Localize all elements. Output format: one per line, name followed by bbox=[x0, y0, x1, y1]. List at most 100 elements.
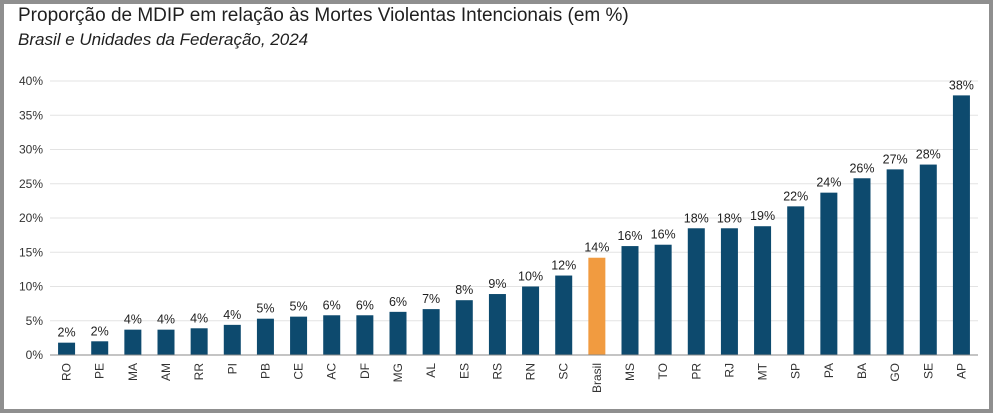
data-label-pr: 18% bbox=[684, 211, 709, 225]
data-label-mg: 6% bbox=[389, 295, 407, 309]
bar-ac bbox=[323, 315, 341, 355]
data-label-rr: 4% bbox=[190, 311, 208, 325]
x-tick-label-pa: PA bbox=[822, 363, 836, 378]
y-tick-label: 35% bbox=[19, 108, 43, 122]
y-tick-label: 40% bbox=[19, 74, 43, 88]
data-label-ce: 5% bbox=[290, 300, 308, 314]
chart-title: Proporção de MDIP em relação às Mortes V… bbox=[18, 5, 629, 26]
bar-ap bbox=[952, 95, 970, 355]
data-label-pe: 2% bbox=[91, 324, 109, 338]
y-tick-label: 10% bbox=[19, 280, 43, 294]
bar-mt bbox=[754, 226, 772, 355]
data-label-rn: 10% bbox=[518, 270, 543, 284]
bar-pa bbox=[820, 192, 838, 355]
x-tick-label-pb: PB bbox=[258, 363, 272, 379]
data-label-pa: 24% bbox=[816, 176, 841, 190]
y-tick-label: 20% bbox=[19, 211, 43, 225]
x-tick-label-to: TO bbox=[656, 363, 670, 379]
data-label-go: 27% bbox=[883, 152, 908, 166]
bar-ms bbox=[621, 246, 639, 355]
y-tick-label: 15% bbox=[19, 245, 43, 259]
y-tick-label: 5% bbox=[26, 314, 44, 328]
x-tick-label-rn: RN bbox=[524, 363, 538, 380]
data-label-ro: 2% bbox=[58, 326, 76, 340]
data-label-al: 7% bbox=[422, 292, 440, 306]
bar-mg bbox=[389, 311, 407, 355]
data-label-pi: 4% bbox=[223, 308, 241, 322]
bars bbox=[58, 95, 970, 355]
bar-brasil bbox=[588, 257, 606, 355]
bar-ro bbox=[58, 342, 76, 355]
x-tick-label-rr: RR bbox=[192, 363, 206, 381]
bar-pr bbox=[687, 228, 705, 355]
bar-rn bbox=[522, 286, 540, 355]
x-tick-label-brasil: Brasil bbox=[590, 363, 604, 393]
data-label-to: 16% bbox=[651, 228, 676, 242]
data-labels: 2% 2% 4% 4% 4% 4% 5% 5% 6% 6% 6% 7% 8% 9% 10% 12% 14% 16%… bbox=[58, 78, 974, 339]
bar-go bbox=[886, 169, 904, 355]
bar-pb bbox=[256, 318, 274, 355]
data-label-ap: 38% bbox=[949, 78, 974, 92]
data-label-ma: 4% bbox=[124, 313, 142, 327]
data-label-rs: 9% bbox=[488, 277, 506, 291]
data-label-sc: 12% bbox=[551, 259, 576, 273]
bar-es bbox=[455, 300, 473, 355]
x-tick-label-df: DF bbox=[358, 363, 372, 379]
data-label-es: 8% bbox=[455, 283, 473, 297]
data-label-pb: 5% bbox=[256, 302, 274, 316]
data-label-sp: 22% bbox=[783, 189, 808, 203]
x-tick-label-mt: MT bbox=[756, 362, 770, 380]
bar-ma bbox=[124, 329, 142, 355]
x-tick-label-ba: BA bbox=[855, 363, 869, 379]
chart-subtitle: Brasil e Unidades da Federação, 2024 bbox=[18, 30, 309, 49]
bar-to bbox=[654, 244, 672, 355]
bar-df bbox=[356, 315, 374, 355]
bar-ba bbox=[853, 178, 871, 355]
data-label-ba: 26% bbox=[849, 161, 874, 175]
x-tick-label-pr: PR bbox=[689, 363, 703, 380]
x-tick-label-rj: RJ bbox=[722, 363, 736, 378]
y-tick-label: 0% bbox=[26, 348, 44, 362]
x-axis-categories: RO PE MA AM RR PI PB CE AC DF MG AL ES RS RN SC Brasil MS… bbox=[60, 362, 969, 393]
x-tick-label-sc: SC bbox=[557, 363, 571, 380]
data-label-am: 4% bbox=[157, 313, 175, 327]
data-label-ac: 6% bbox=[323, 298, 341, 312]
x-tick-label-sp: SP bbox=[789, 363, 803, 379]
data-label-brasil: 14% bbox=[584, 241, 609, 255]
y-tick-label: 30% bbox=[19, 143, 43, 157]
bar-se bbox=[919, 164, 937, 355]
x-tick-label-ma: MA bbox=[126, 363, 140, 381]
x-tick-label-es: ES bbox=[457, 363, 471, 379]
bar-pe bbox=[91, 341, 109, 355]
data-label-mt: 19% bbox=[750, 209, 775, 223]
x-tick-label-am: AM bbox=[159, 363, 173, 381]
x-tick-label-se: SE bbox=[921, 363, 935, 379]
gridlines bbox=[50, 80, 978, 322]
x-tick-label-ap: AP bbox=[954, 363, 968, 379]
x-tick-label-pe: PE bbox=[93, 363, 107, 379]
bar-ce bbox=[290, 316, 308, 355]
bar-sp bbox=[787, 206, 805, 355]
x-tick-label-al: AL bbox=[424, 363, 438, 378]
x-tick-label-rs: RS bbox=[490, 363, 504, 380]
bar-am bbox=[157, 329, 175, 355]
y-axis-ticks: 0% 5% 10% 15% 20% 25% 30% 35% 40% bbox=[19, 74, 43, 362]
data-label-ms: 16% bbox=[617, 229, 642, 243]
bar-pi bbox=[223, 324, 241, 355]
x-tick-label-ac: AC bbox=[325, 363, 339, 380]
bar-rs bbox=[488, 294, 506, 355]
bar-rr bbox=[190, 328, 208, 355]
x-tick-label-pi: PI bbox=[225, 363, 239, 374]
x-tick-label-ro: RO bbox=[60, 363, 74, 381]
bar-al bbox=[422, 309, 440, 355]
x-tick-label-ce: CE bbox=[292, 363, 306, 380]
data-label-se: 28% bbox=[916, 148, 941, 162]
x-tick-label-go: GO bbox=[888, 363, 902, 382]
x-tick-label-mg: MG bbox=[391, 363, 405, 382]
data-label-rj: 18% bbox=[717, 211, 742, 225]
x-tick-label-ms: MS bbox=[623, 363, 637, 381]
bar-sc bbox=[555, 275, 573, 355]
y-tick-label: 25% bbox=[19, 177, 43, 191]
bar-rj bbox=[720, 228, 738, 355]
